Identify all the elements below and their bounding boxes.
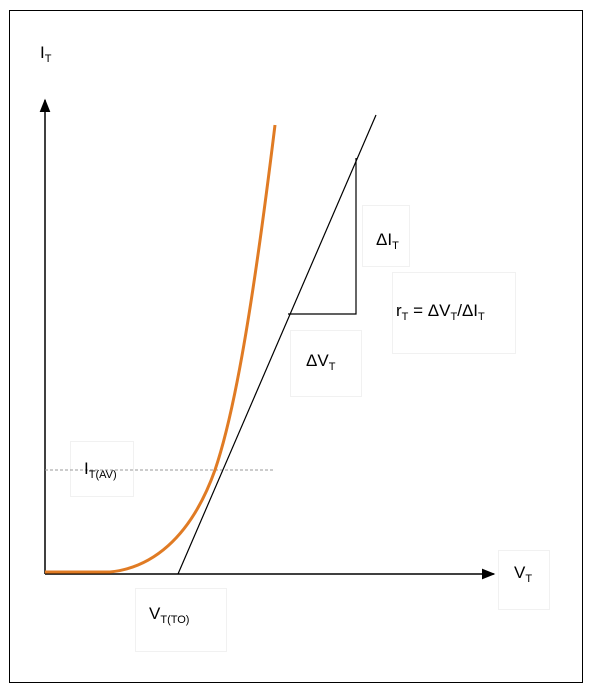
tangent-line bbox=[177, 114, 377, 575]
resistance-formula: rT = ΔVT/ΔIT bbox=[396, 301, 485, 323]
delta-current-label: ΔIT bbox=[376, 230, 399, 252]
label-box-formula bbox=[392, 272, 516, 354]
y-axis-label: IT bbox=[40, 43, 52, 65]
label-box-delta-i bbox=[362, 205, 410, 267]
label-box-vto bbox=[135, 588, 227, 652]
x-axis-label: VT bbox=[514, 563, 533, 585]
threshold-voltage-label: VT(TO) bbox=[149, 604, 190, 626]
delta-voltage-label: ΔVT bbox=[306, 351, 336, 373]
slope-triangle bbox=[288, 158, 357, 315]
label-box-iav bbox=[70, 441, 134, 497]
label-box-delta-v bbox=[290, 330, 362, 397]
label-box-vt bbox=[498, 550, 550, 610]
threshold-current-label: IT(AV) bbox=[84, 459, 117, 481]
characteristic-curve bbox=[45, 124, 277, 574]
